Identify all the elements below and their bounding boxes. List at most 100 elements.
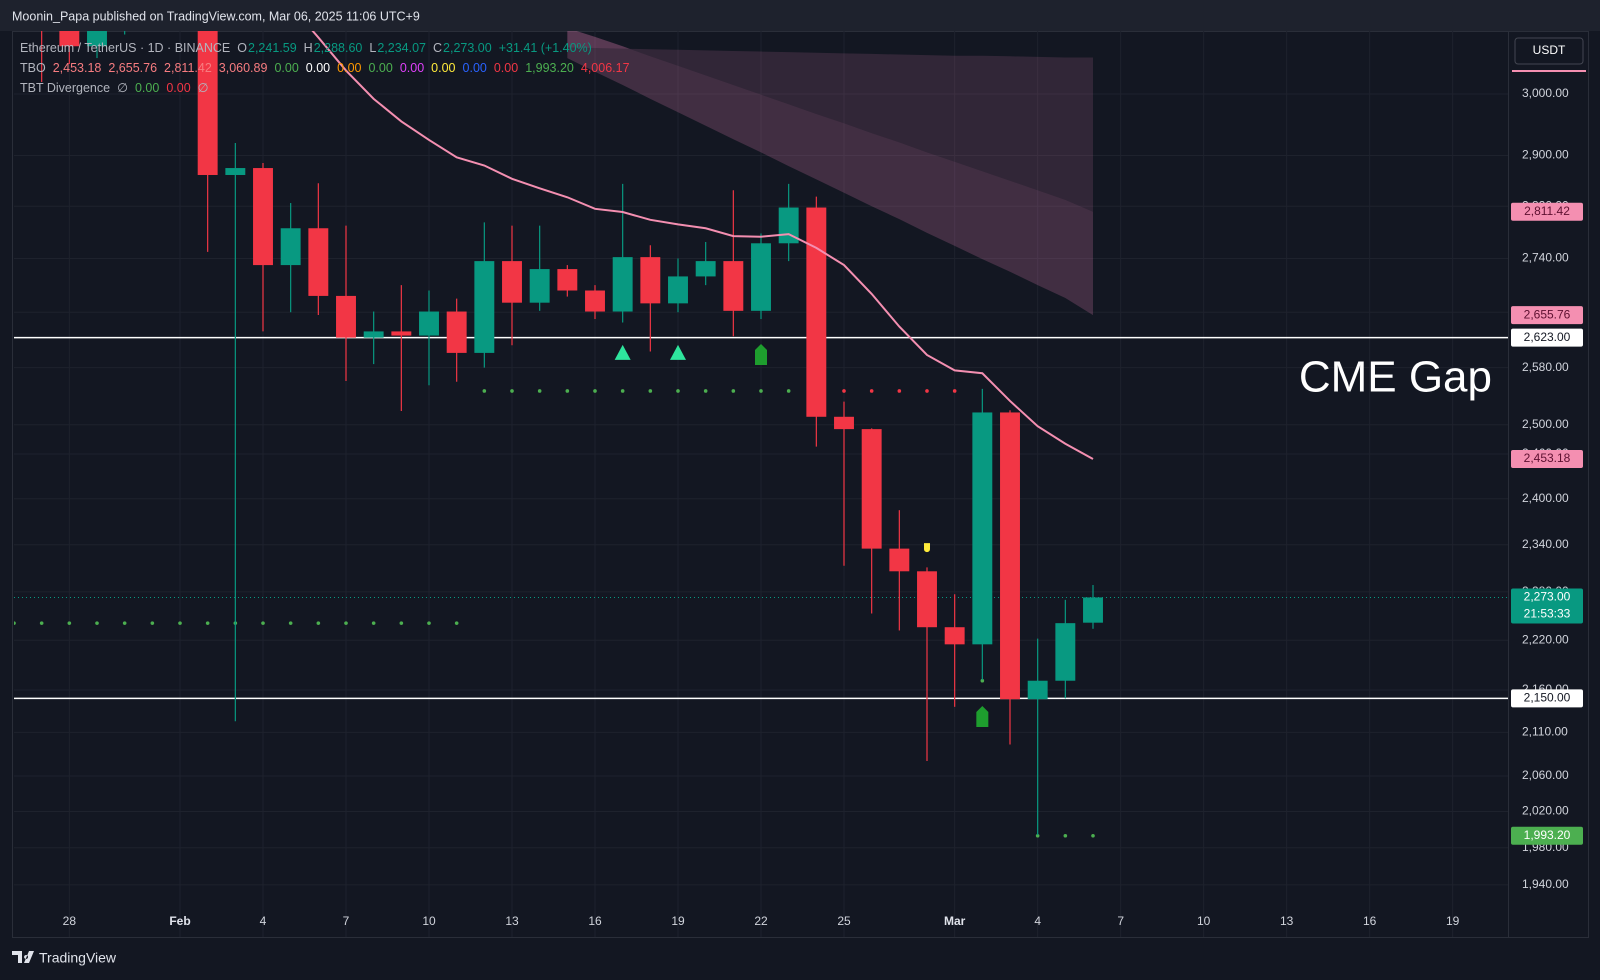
x-tick-label: 13 — [1280, 914, 1294, 928]
hline-label: 2,150.00 — [1524, 691, 1571, 705]
stop-dot — [897, 389, 902, 393]
candle-body — [834, 416, 854, 430]
stop-dot — [371, 621, 376, 625]
stop-dot — [648, 389, 653, 393]
currency[interactable]: USDT — [1533, 43, 1566, 57]
signal-marker — [924, 543, 930, 553]
legend-item: 0.00 — [431, 61, 455, 75]
stop-dot — [676, 389, 680, 393]
legend-item: 2,453.18 — [53, 61, 102, 75]
stop-dot — [454, 621, 459, 625]
candle-body — [557, 269, 578, 291]
legend-row: Ethereum / TetherUS · 1D · BINANCE O2,241… — [20, 41, 592, 55]
legend-item: 0.00 — [274, 61, 298, 75]
legend-item: 3,060.89 — [219, 61, 268, 75]
price-label: 2,811.42 — [1524, 204, 1570, 218]
legend-item: 0.00 — [400, 61, 424, 75]
candle-body — [972, 412, 993, 645]
legend-item: 0.00 — [306, 61, 330, 75]
candle-body — [640, 257, 661, 304]
x-tick-label: 13 — [505, 914, 519, 928]
legend-item: 4,006.17 — [581, 61, 630, 75]
candle-body — [889, 548, 910, 572]
stop-dot — [952, 389, 957, 393]
candle-body — [861, 429, 882, 549]
stop-dot — [122, 621, 127, 625]
stop-dot — [399, 621, 404, 625]
legend-item: L — [369, 41, 376, 55]
candle-body — [585, 290, 605, 312]
y-tick-label: 3,000.00 — [1522, 86, 1569, 100]
stop-dot — [980, 678, 985, 683]
stop-dot — [67, 621, 72, 625]
band-fill — [567, 31, 1093, 212]
axes: 3,000.002,900.002,820.002,740.002,660.00… — [63, 86, 1583, 928]
candle-body — [917, 571, 937, 628]
signal-marker — [755, 343, 767, 365]
legend-item: +31.41 (+1.40%) — [499, 41, 592, 55]
plot-area — [14, 31, 1508, 838]
legend-item: TBO — [20, 61, 46, 75]
candle-body — [253, 168, 273, 266]
candle-body — [502, 261, 522, 303]
legend-item: 0.00 — [166, 81, 190, 95]
y-tick-label: 2,060.00 — [1522, 768, 1569, 782]
price-label-box — [1511, 826, 1583, 845]
stop-dot — [482, 389, 487, 393]
signal-marker — [614, 344, 631, 360]
candle-body — [944, 627, 965, 645]
legend-item: ∅ — [198, 81, 209, 95]
indicator-line — [311, 31, 1094, 460]
grid — [14, 31, 1508, 937]
footer-logo — [12, 951, 34, 963]
currency-box[interactable] — [1514, 37, 1584, 65]
legend-item: TBT Divergence — [20, 81, 110, 95]
x-tick-label: 22 — [754, 914, 768, 928]
x-tick-label: 4 — [260, 914, 267, 928]
price-label-box — [1511, 588, 1583, 624]
legend-item: O — [237, 41, 247, 55]
y-tick-label: 2,500.00 — [1522, 417, 1569, 431]
legend-item: 2,288.60 — [314, 41, 363, 55]
price-label-box — [1511, 450, 1583, 469]
legend-item: 0.00 — [135, 81, 159, 95]
countdown: 21:53:33 — [1524, 607, 1571, 621]
y-tick-label: 2,110.00 — [1522, 725, 1568, 739]
x-tick-label: 19 — [1446, 914, 1460, 928]
x-tick-label: 28 — [63, 914, 77, 928]
stop-dot — [759, 389, 763, 393]
signal-marker — [976, 706, 989, 728]
candle-body — [1027, 680, 1048, 700]
stop-dot — [205, 621, 210, 625]
candle-body — [87, 31, 107, 47]
signal-marker — [670, 344, 686, 360]
candle-body — [225, 168, 246, 175]
candle-body — [280, 228, 301, 266]
stop-dot — [620, 389, 625, 393]
price-label: 2,453.18 — [1524, 451, 1571, 465]
legend-item: ∅ — [117, 81, 128, 95]
x-tick-label: 25 — [837, 914, 851, 928]
legend-item: 2,234.07 — [377, 41, 426, 55]
x-tick-label: 16 — [588, 914, 602, 928]
legend-item: 2,811.42 — [164, 61, 212, 75]
annotation: CME Gap — [1299, 353, 1492, 402]
legend-item: H — [304, 41, 313, 55]
x-tick-label: 19 — [671, 914, 685, 928]
y-tick-label: 2,740.00 — [1522, 251, 1569, 265]
stop-dot — [178, 621, 182, 625]
y-tick-label: 2,340.00 — [1522, 537, 1569, 551]
candle-body — [695, 261, 716, 277]
legend-item: 0.00 — [494, 61, 518, 75]
legend-item: 0.00 — [368, 61, 392, 75]
panel-border — [12, 31, 1589, 938]
stop-dot — [537, 389, 542, 393]
legend-item: 0.00 — [463, 61, 487, 75]
candle-body — [474, 261, 495, 353]
candle-body — [1055, 623, 1076, 681]
legend-item: 0.00 — [337, 61, 361, 75]
x-tick-label: 4 — [1034, 914, 1041, 928]
candle-body — [1083, 597, 1103, 623]
